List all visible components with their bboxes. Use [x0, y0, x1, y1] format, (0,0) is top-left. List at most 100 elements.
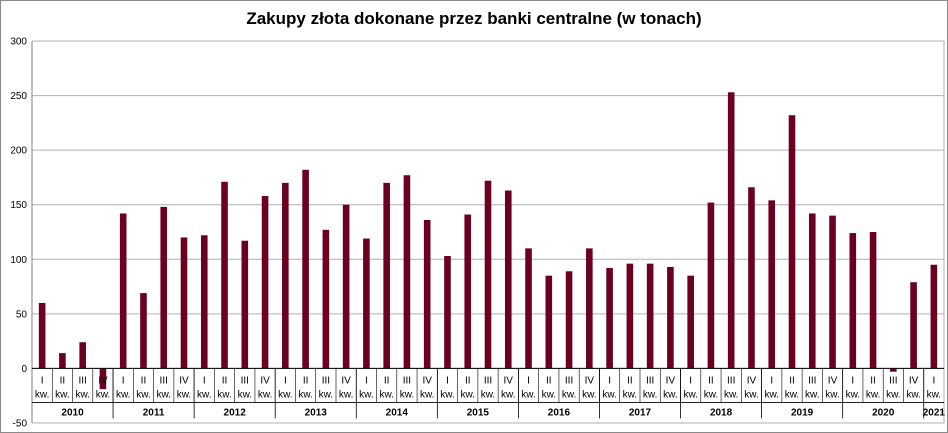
- bar: [484, 180, 492, 369]
- year-label: 2016: [548, 407, 571, 418]
- quarter-suffix-label: kw.: [136, 389, 150, 400]
- quarter-label: I: [851, 375, 854, 386]
- quarter-suffix-label: kw.: [55, 389, 69, 400]
- quarter-suffix-label: kw.: [75, 389, 89, 400]
- quarter-suffix-label: kw.: [805, 389, 819, 400]
- quarter-label: III: [241, 375, 249, 386]
- quarter-suffix-label: kw.: [785, 389, 799, 400]
- quarter-suffix-label: kw.: [177, 389, 191, 400]
- quarter-suffix-label: kw.: [420, 389, 434, 400]
- year-label: 2011: [143, 407, 165, 418]
- bar: [504, 190, 512, 369]
- bar: [626, 263, 634, 369]
- quarter-suffix-label: kw.: [319, 389, 333, 400]
- bar: [423, 219, 431, 369]
- quarter-label: II: [789, 375, 795, 386]
- bar: [748, 187, 755, 369]
- bar: [261, 195, 269, 369]
- quarter-label: I: [284, 375, 287, 386]
- x-axis-categories: Ikw.IIkw.IIIkw.IVkw.Ikw.IIkw.IIIkw.IVkw.…: [32, 367, 946, 419]
- quarter-label: III: [403, 375, 411, 386]
- quarter-label: III: [646, 375, 654, 386]
- quarter-suffix-label: kw.: [825, 389, 839, 400]
- quarter-label: IV: [98, 375, 108, 386]
- quarter-suffix-label: kw.: [582, 389, 596, 400]
- quarter-label: II: [546, 375, 552, 386]
- quarter-suffix-label: kw.: [238, 389, 252, 400]
- quarter-suffix-label: kw.: [744, 389, 758, 400]
- quarter-label: III: [484, 375, 492, 386]
- quarter-suffix-label: kw.: [481, 389, 495, 400]
- bar: [140, 293, 147, 369]
- quarter-label: IV: [341, 375, 351, 386]
- quarter-label: I: [770, 375, 773, 386]
- y-tick-label: 200: [10, 146, 27, 157]
- year-label: 2012: [224, 407, 247, 418]
- quarter-suffix-label: kw.: [35, 389, 49, 400]
- quarter-suffix-label: kw.: [602, 389, 616, 400]
- bar: [322, 229, 330, 369]
- bar: [869, 232, 877, 369]
- bar: [768, 200, 776, 369]
- chart-title: Zakupy złota dokonane przez banki centra…: [246, 9, 701, 28]
- quarter-label: I: [932, 375, 935, 386]
- bar: [930, 264, 938, 369]
- quarter-label: I: [365, 375, 368, 386]
- quarter-label: I: [122, 375, 125, 386]
- quarter-suffix-label: kw.: [217, 389, 231, 400]
- year-label: 2020: [872, 407, 895, 418]
- quarter-suffix-label: kw.: [197, 389, 211, 400]
- bar: [545, 275, 553, 369]
- quarter-label: IV: [585, 375, 595, 386]
- year-label: 2018: [710, 407, 733, 418]
- quarter-suffix-label: kw.: [562, 389, 576, 400]
- bar: [727, 92, 735, 369]
- bar: [79, 342, 86, 369]
- quarter-label: I: [41, 375, 44, 386]
- quarter-label: III: [78, 375, 86, 386]
- y-tick-label: 100: [10, 255, 27, 266]
- quarter-suffix-label: kw.: [258, 389, 272, 400]
- quarter-suffix-label: kw.: [683, 389, 697, 400]
- quarter-suffix-label: kw.: [461, 389, 475, 400]
- bar: [200, 235, 208, 369]
- y-axis-ticks: -50 0 50 100 150 200 250 300: [10, 37, 27, 430]
- quarter-suffix-label: kw.: [704, 389, 718, 400]
- y-tick-label: 150: [10, 200, 27, 211]
- year-label: 2014: [386, 407, 409, 418]
- quarter-suffix-label: kw.: [339, 389, 353, 400]
- bar: [646, 263, 654, 369]
- quarter-suffix-label: kw.: [298, 389, 312, 400]
- quarter-label: II: [384, 375, 390, 386]
- bar: [444, 256, 451, 369]
- bar: [59, 353, 66, 369]
- quarter-suffix-label: kw.: [116, 389, 130, 400]
- quarter-label: II: [465, 375, 471, 386]
- quarter-label: IV: [828, 375, 838, 386]
- year-label: 2013: [305, 407, 328, 418]
- bar: [403, 175, 411, 369]
- bar: [160, 206, 168, 369]
- y-tick-label: 250: [10, 91, 27, 102]
- quarter-label: II: [141, 375, 147, 386]
- quarter-suffix-label: kw.: [379, 389, 393, 400]
- quarter-label: II: [627, 375, 633, 386]
- quarter-label: III: [889, 375, 897, 386]
- bar: [890, 368, 897, 372]
- bar: [180, 237, 188, 369]
- quarter-label: I: [446, 375, 449, 386]
- quarter-label: IV: [260, 375, 270, 386]
- year-label: 2021: [923, 407, 946, 418]
- quarter-suffix-label: kw.: [278, 389, 292, 400]
- bars: [38, 92, 938, 390]
- quarter-label: I: [203, 375, 206, 386]
- quarter-label: IV: [422, 375, 432, 386]
- bar: [525, 248, 532, 369]
- y-tick-label: 0: [21, 364, 27, 375]
- bar: [221, 181, 228, 369]
- quarter-suffix-label: kw.: [359, 389, 373, 400]
- bar: [687, 275, 694, 369]
- quarter-suffix-label: kw.: [906, 389, 920, 400]
- quarter-label: II: [303, 375, 309, 386]
